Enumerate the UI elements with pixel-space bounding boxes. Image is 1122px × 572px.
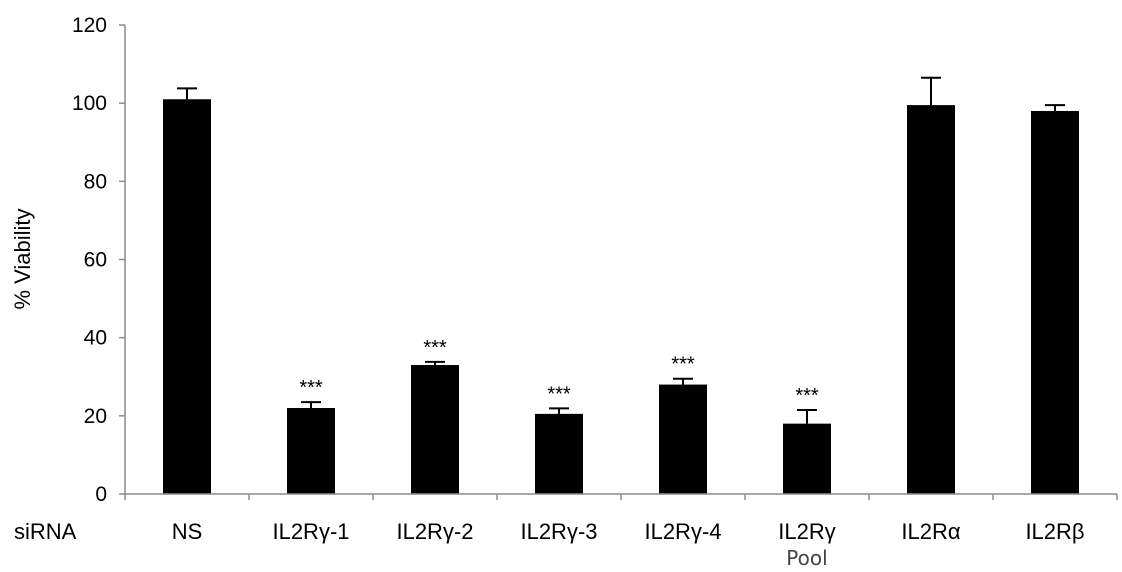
x-tick-sublabel-5: Pool — [786, 546, 827, 570]
significance-label-1: *** — [299, 377, 323, 399]
bar-7 — [1031, 110, 1079, 494]
bar-5 — [783, 423, 831, 494]
bar-3 — [535, 413, 583, 494]
x-tick-label-4: IL2Rγ-4 — [644, 519, 721, 544]
bar-4 — [659, 384, 707, 494]
significance-label-3: *** — [547, 383, 571, 405]
x-tick-label-5: IL2Rγ — [778, 519, 835, 544]
x-tick-label-2: IL2Rγ-2 — [396, 519, 473, 544]
x-tick-label-1: IL2Rγ-1 — [272, 519, 349, 544]
significance-label-5: *** — [795, 385, 819, 407]
significance-label-4: *** — [671, 354, 695, 376]
significance-label-2: *** — [423, 337, 447, 359]
y-tick-label-4: 80 — [84, 170, 107, 193]
x-axis-title: siRNA — [14, 519, 77, 544]
y-axis: 0 20 40 60 80 100 120 — [72, 14, 126, 506]
y-tick-label-2: 40 — [84, 327, 107, 350]
x-tick-label-3: IL2Rγ-3 — [520, 519, 597, 544]
y-tick-label-1: 20 — [84, 405, 107, 428]
x-tick-label-6: IL2Rα — [901, 519, 960, 544]
bar-0 — [163, 99, 211, 494]
x-tick-label-7: IL2Rβ — [1025, 519, 1084, 544]
x-tick-label-0: NS — [172, 519, 203, 544]
y-tick-label-6: 120 — [72, 14, 107, 37]
bar-6 — [907, 105, 955, 494]
bars: *** *** *** *** *** — [163, 76, 1079, 494]
y-tick-label-5: 100 — [72, 92, 107, 115]
y-tick-label-0: 0 — [95, 483, 107, 506]
y-tick-label-3: 60 — [84, 249, 107, 272]
bar-1 — [287, 408, 335, 494]
y-axis-title: % Viability — [10, 208, 35, 309]
bar-2 — [411, 365, 459, 494]
